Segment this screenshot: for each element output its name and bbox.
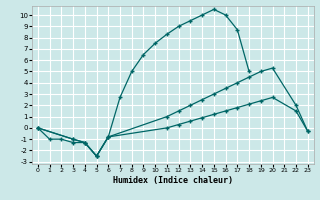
X-axis label: Humidex (Indice chaleur): Humidex (Indice chaleur)	[113, 176, 233, 185]
